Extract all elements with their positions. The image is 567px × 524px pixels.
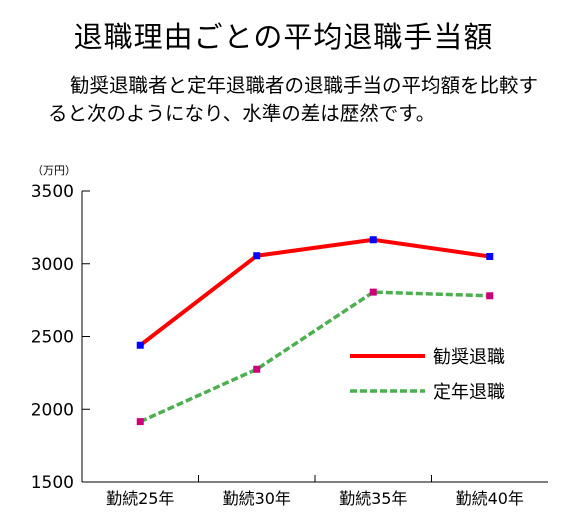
- y-tick-label: 3500: [31, 182, 74, 202]
- page-title: 退職理由ごとの平均退職手当額: [73, 20, 494, 54]
- y-axis-unit-label: （万円）: [32, 164, 76, 177]
- x-tick-label: 勤続30年: [223, 489, 291, 508]
- y-tick-label: 1500: [31, 473, 74, 493]
- data-point-marker: [369, 236, 377, 244]
- data-point-marker: [136, 418, 144, 426]
- paragraph-line-1: 勧奨退職者と定年退職者の退職手当の平均額を比較す: [70, 74, 539, 97]
- y-axis-ticks: 1500 2000 2500 3000 3500: [31, 182, 90, 493]
- paragraph-line-2: ると次のようになり、水準の差は歴然です。: [48, 102, 436, 125]
- series-line-2: [139, 290, 490, 424]
- data-point-marker: [486, 252, 494, 260]
- x-tick-label: 勤続35年: [339, 489, 407, 508]
- series-line-1: [139, 237, 491, 347]
- legend-label-2: 定年退職: [433, 382, 505, 403]
- data-point-marker: [136, 341, 144, 349]
- chart-series: [136, 236, 494, 426]
- y-tick-label: 2000: [31, 400, 74, 420]
- description-paragraph: 勧奨退職者と定年退職者の退職手当の平均額を比較す ると次のようになり、水準の差は…: [48, 72, 548, 128]
- y-tick-label: 2500: [31, 328, 74, 348]
- legend-label-1: 勧奨退職: [433, 347, 505, 368]
- data-point-marker: [253, 252, 261, 260]
- data-point-marker: [369, 288, 377, 296]
- y-tick-label: 3000: [31, 255, 74, 275]
- x-axis-ticks: 勤続25年 勤続30年 勤続35年 勤続40年: [106, 475, 524, 508]
- x-tick-label: 勤続40年: [456, 489, 524, 508]
- data-point-marker: [253, 365, 261, 373]
- x-tick-label: 勤続25年: [106, 489, 174, 508]
- data-point-marker: [486, 292, 494, 300]
